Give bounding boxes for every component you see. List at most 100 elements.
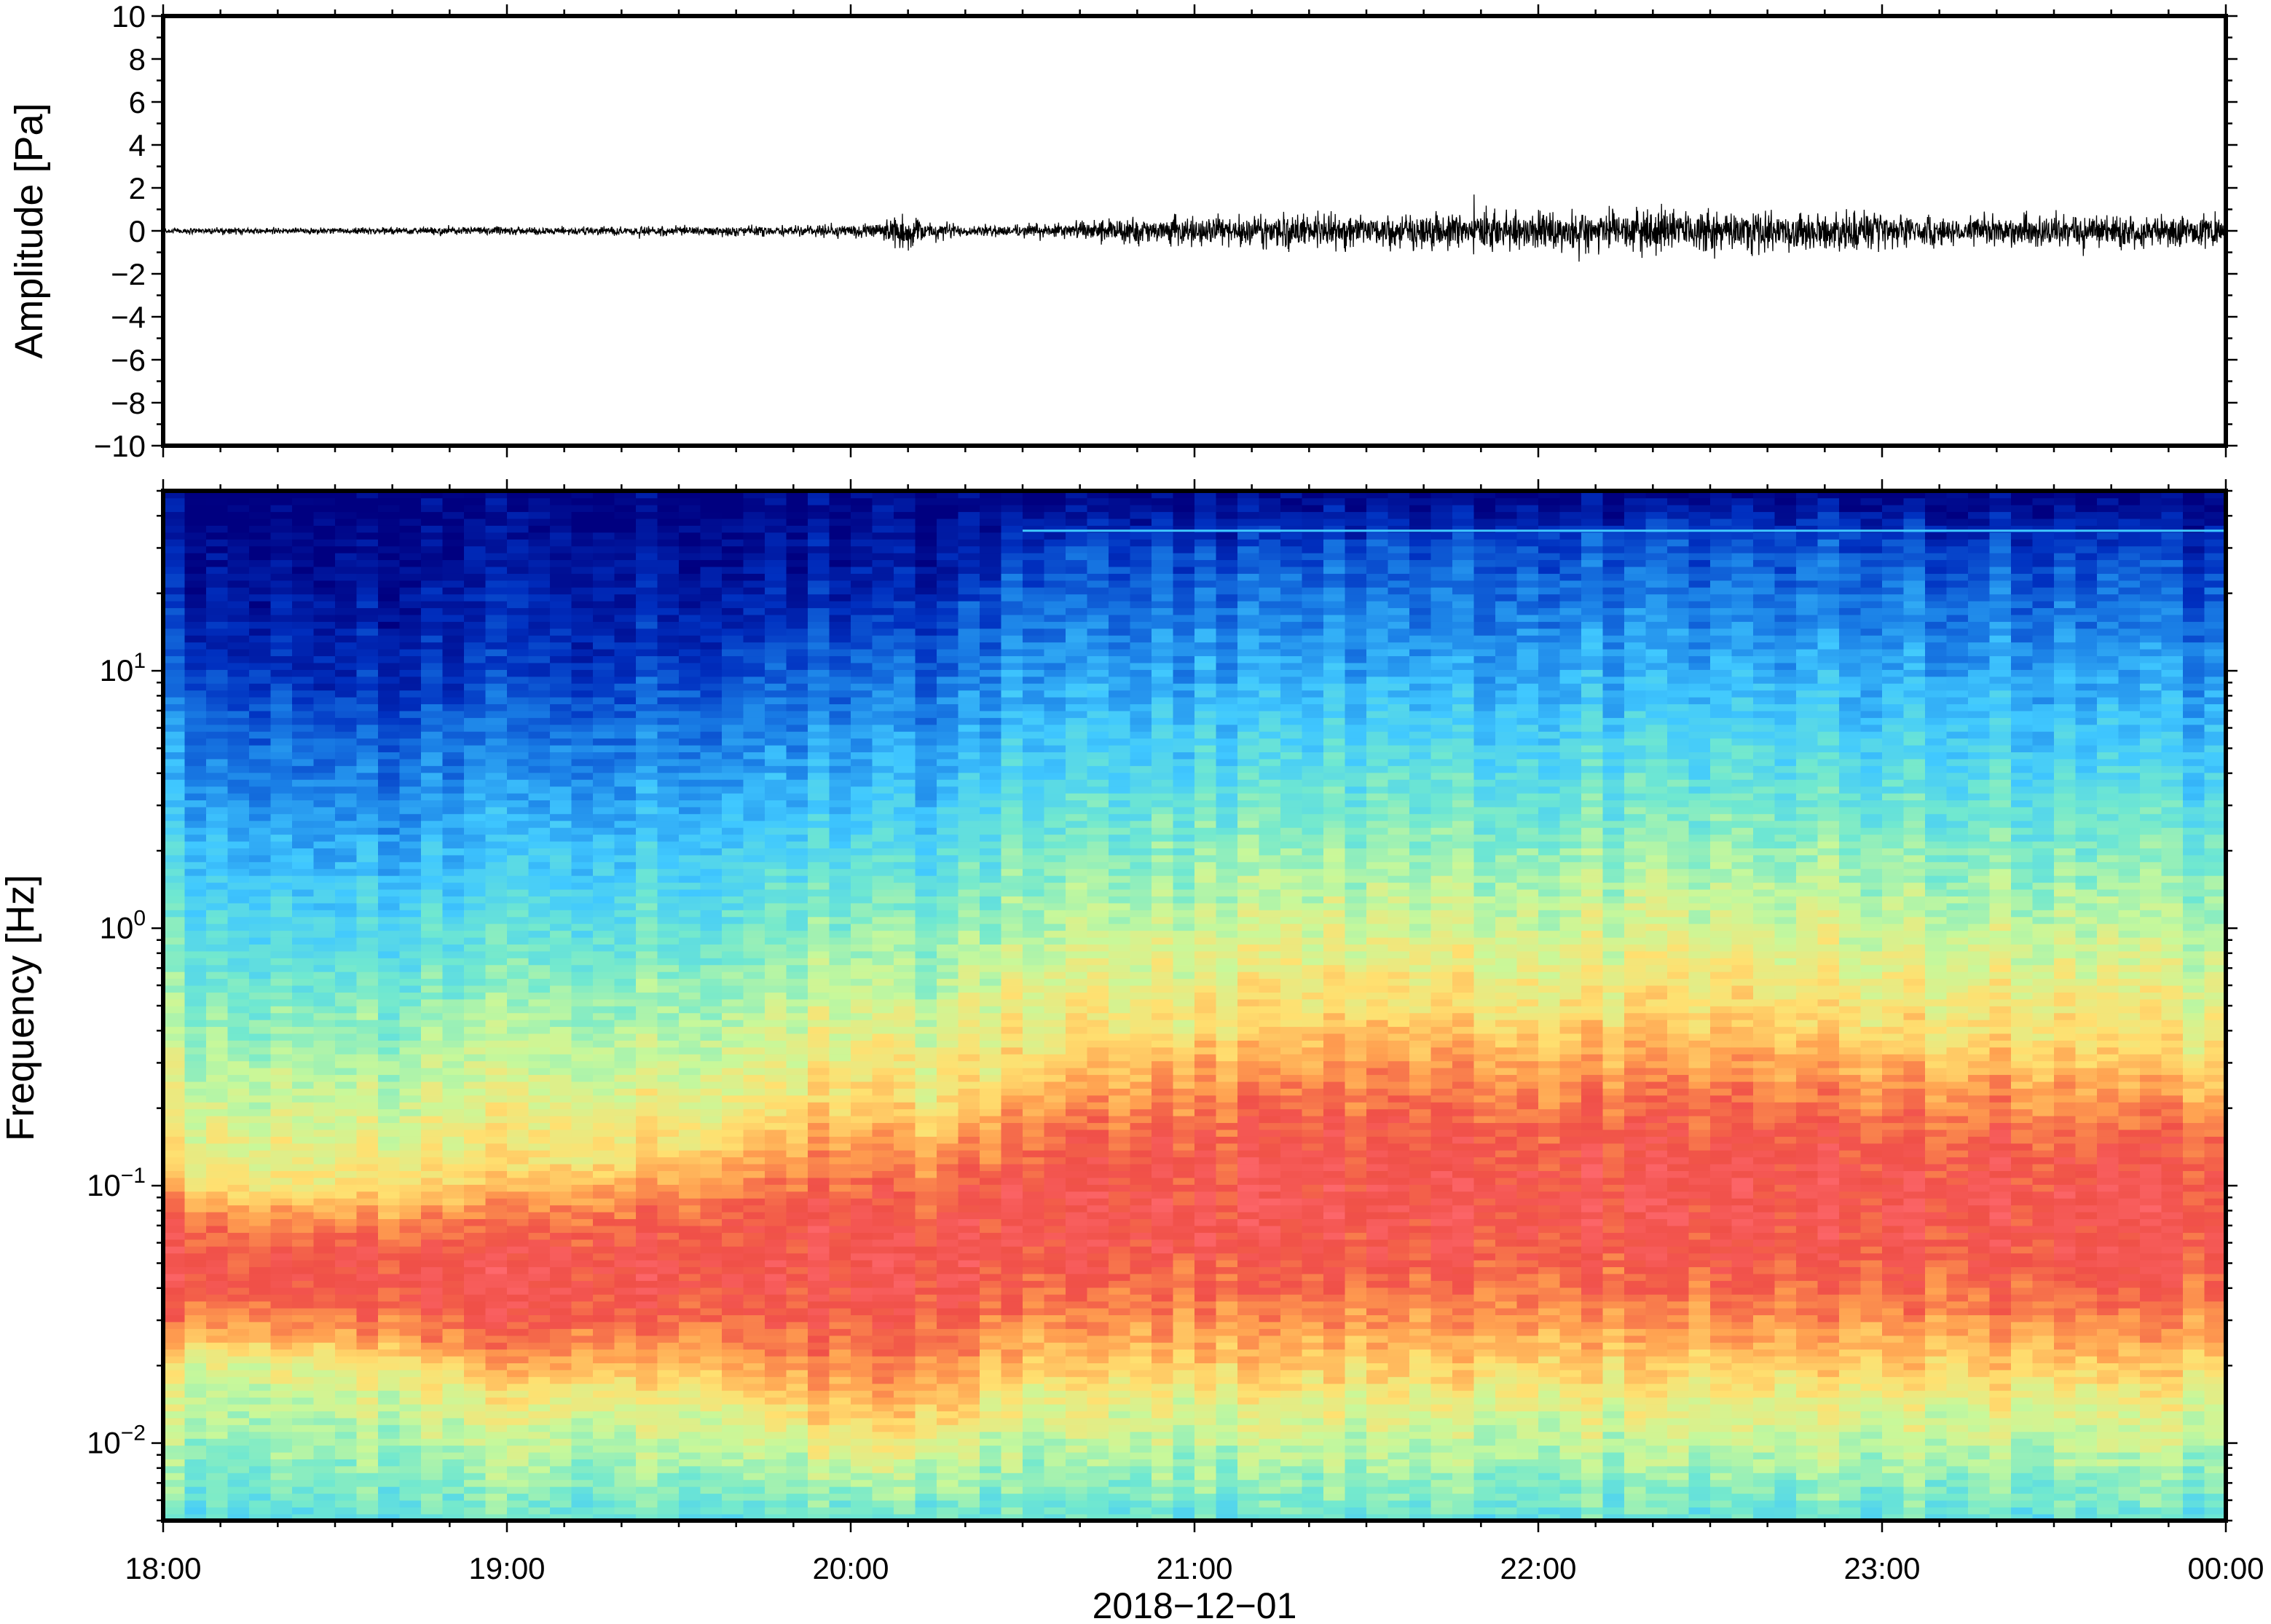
spectrogram-cell xyxy=(657,1328,680,1336)
spectrogram-cell xyxy=(313,1205,336,1213)
spectrogram-cell xyxy=(270,703,293,712)
spectrogram-cell xyxy=(571,964,594,972)
spectrogram-cell xyxy=(249,559,272,567)
spectrogram-cell xyxy=(829,792,851,800)
spectrogram-cell xyxy=(270,621,293,629)
spectrogram-cell xyxy=(421,964,444,972)
spectrogram-cell xyxy=(851,1438,873,1446)
spectrogram-cell xyxy=(356,1191,379,1199)
spectrogram-cell xyxy=(335,1363,358,1371)
spectrogram-cell xyxy=(507,682,530,691)
spectrogram-cell xyxy=(765,744,787,753)
spectrogram-cell xyxy=(378,1445,401,1453)
spectrogram-cell xyxy=(227,1355,250,1363)
spectrogram-cell xyxy=(421,1006,444,1014)
spectrogram-cell xyxy=(378,717,401,725)
spectrogram-cell xyxy=(184,998,207,1006)
spectrogram-cell xyxy=(313,703,336,712)
spectrogram-cell xyxy=(614,1245,637,1254)
spectrogram-cell xyxy=(808,1486,830,1494)
spectrogram-cell xyxy=(550,1170,572,1178)
spectrogram-cell xyxy=(657,1266,680,1274)
spectrogram-cell xyxy=(808,1088,830,1096)
spectrogram-cell xyxy=(313,772,336,780)
spectrogram-cell xyxy=(292,998,315,1006)
spectrogram-cell xyxy=(786,910,808,918)
spectrogram-cell xyxy=(700,497,723,505)
spectrogram-cell xyxy=(636,525,658,533)
spectrogram-cell xyxy=(485,758,508,766)
spectrogram-cell xyxy=(378,1397,401,1405)
spectrogram-cell xyxy=(786,491,808,499)
spectrogram-cell xyxy=(851,1136,873,1144)
spectrogram-cell xyxy=(700,1053,723,1062)
spectrogram-cell xyxy=(507,696,530,705)
spectrogram-cell xyxy=(528,628,551,636)
spectrogram-cell xyxy=(313,985,336,993)
spectrogram-cell xyxy=(206,1376,229,1384)
spectrogram-cell xyxy=(335,944,358,952)
spectrogram-cell xyxy=(593,806,615,814)
spectrogram-cell xyxy=(743,532,765,540)
spectrogram-cell xyxy=(722,1314,744,1323)
spectrogram-cell xyxy=(765,614,787,622)
spectrogram-cell xyxy=(378,1390,401,1398)
spectrogram-cell xyxy=(700,888,723,896)
spectrogram-cell xyxy=(571,1499,594,1507)
spectrogram-cell xyxy=(184,662,207,670)
spectrogram-cell xyxy=(356,1390,379,1398)
spectrogram-cell xyxy=(421,937,444,945)
spectrogram-cell xyxy=(636,1115,658,1124)
spectrogram-cell xyxy=(378,1245,401,1254)
spectrogram-cell xyxy=(765,1239,787,1247)
spectrogram-cell xyxy=(829,744,851,753)
spectrogram-cell xyxy=(421,1115,444,1124)
spectrogram-cell xyxy=(743,1397,765,1405)
spectrogram-cell xyxy=(657,820,680,828)
spectrogram-cell xyxy=(313,888,336,896)
spectrogram-cell xyxy=(184,1191,207,1199)
spectrogram-cell xyxy=(249,937,272,945)
spectrogram-cell xyxy=(593,1369,615,1377)
spectrogram-cell xyxy=(507,1163,530,1172)
spectrogram-cell xyxy=(163,1479,186,1487)
spectrogram-cell xyxy=(808,882,830,890)
spectrogram-cell xyxy=(722,923,744,931)
spectrogram-cell xyxy=(270,559,293,567)
spectrogram-cell xyxy=(163,573,186,581)
spectrogram-cell xyxy=(528,827,551,835)
spectrogram-cell xyxy=(507,978,530,986)
spectrogram-cell xyxy=(528,758,551,766)
spectrogram-cell xyxy=(550,1411,572,1419)
spectrogram-cell xyxy=(163,1493,186,1501)
spectrogram-cell xyxy=(184,682,207,691)
spectrogram-cell xyxy=(163,655,186,663)
spectrogram-cell xyxy=(614,1417,637,1425)
spectrogram-cell xyxy=(249,1053,272,1062)
spectrogram-cell xyxy=(765,1307,787,1315)
spectrogram-cell xyxy=(249,1438,272,1446)
spectrogram-cell xyxy=(270,648,293,657)
spectrogram-cell xyxy=(485,1012,508,1020)
spectrogram-cell xyxy=(550,930,572,938)
spectrogram-cell xyxy=(227,800,250,808)
spectrogram-cell xyxy=(378,676,401,684)
spectrogram-cell xyxy=(700,1293,723,1302)
spectrogram-cell xyxy=(163,923,186,931)
spectrogram-cell xyxy=(184,676,207,684)
spectrogram-cell xyxy=(700,800,723,808)
spectrogram-cell xyxy=(636,580,658,588)
spectrogram-cell xyxy=(765,1149,787,1158)
spectrogram-cell xyxy=(743,1239,765,1247)
spectrogram-cell xyxy=(657,964,680,972)
spectrogram-cell xyxy=(657,772,680,780)
spectrogram-cell xyxy=(593,875,615,883)
spectrogram-cell xyxy=(421,1225,444,1233)
spectrogram-cell xyxy=(292,1341,315,1350)
spectrogram-cell xyxy=(851,1493,873,1501)
spectrogram-cell xyxy=(700,545,723,553)
spectrogram-cell xyxy=(786,779,808,787)
spectrogram-cell xyxy=(636,669,658,677)
spectrogram-cell xyxy=(399,1218,422,1226)
spectrogram-cell xyxy=(571,848,594,856)
